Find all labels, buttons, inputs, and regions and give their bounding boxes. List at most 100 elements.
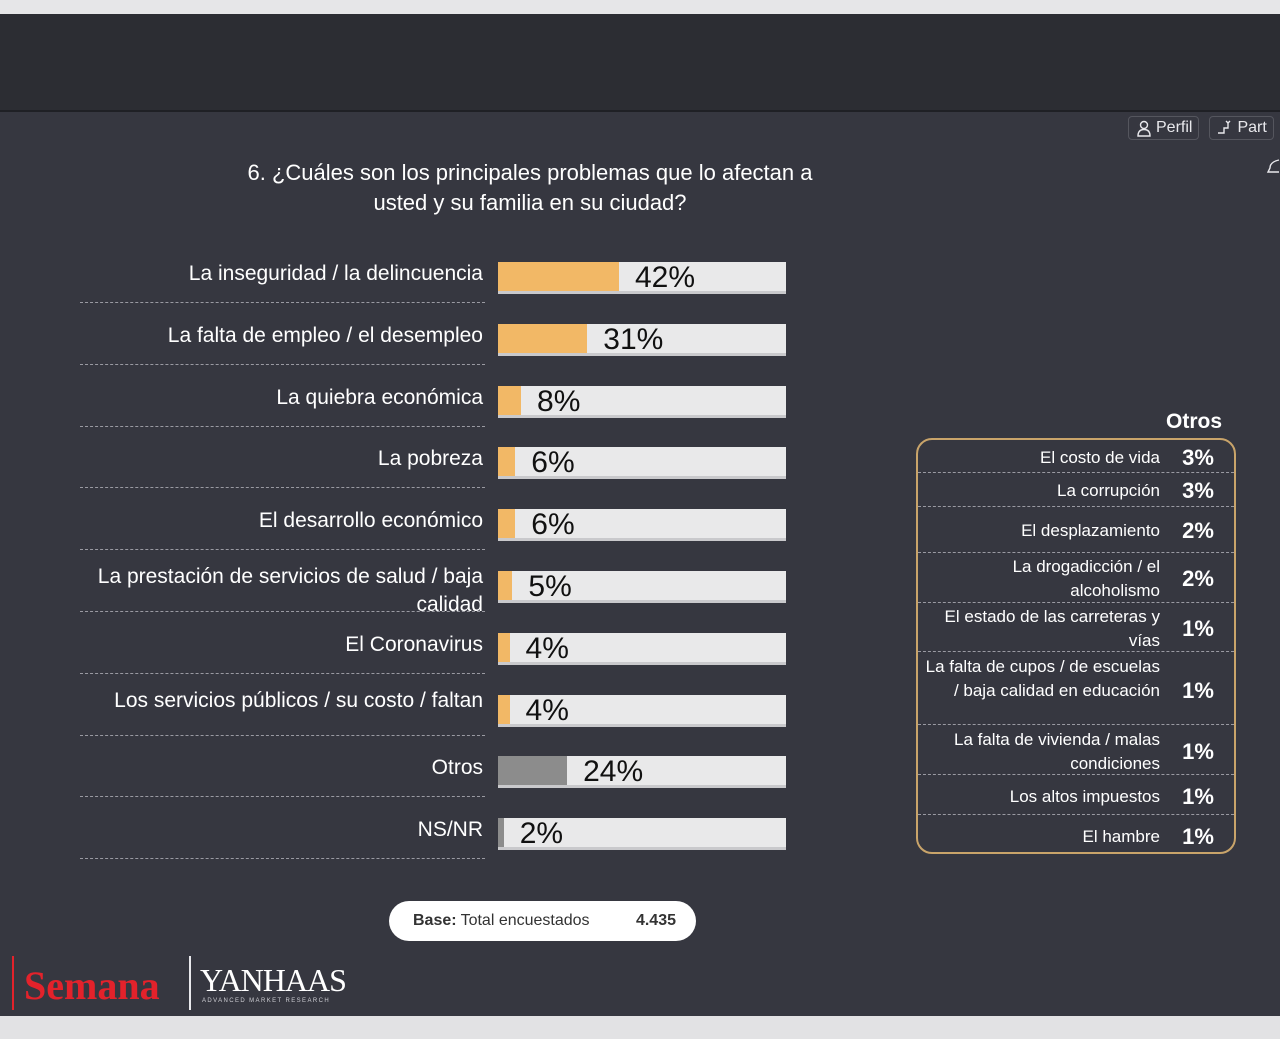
bar <box>498 571 513 600</box>
bar-value-label: 5% <box>528 570 572 603</box>
otros-box <box>916 438 1236 854</box>
bar-track: 6% <box>498 446 786 480</box>
row-divider <box>80 611 485 612</box>
bar-value-label: 42% <box>634 261 695 294</box>
bar-track: 6% <box>498 508 786 542</box>
toolbar: Perfil Part <box>1128 116 1274 140</box>
logo-divider <box>189 956 191 1010</box>
category-label: La prestación de servicios de salud / ba… <box>97 565 483 616</box>
otros-item-label: La drogadicción / el alcoholismo <box>1012 557 1160 600</box>
yanhaas-tagline: ADVANCED MARKET RESEARCH <box>202 998 331 1004</box>
otros-item-label: El estado de las carreteras y vías <box>944 607 1160 650</box>
bar <box>498 632 510 662</box>
share-icon <box>1218 120 1231 134</box>
bar-track: 24% <box>498 755 786 789</box>
otros-item-value: 2% <box>1182 566 1214 591</box>
profile-button[interactable]: Perfil <box>1128 116 1200 140</box>
bar-track: 4% <box>498 631 786 665</box>
otros-divider <box>918 774 1234 775</box>
question-title: 6. ¿Cuáles son los principales problemas… <box>200 158 860 218</box>
otros-item-value: 2% <box>1182 518 1214 543</box>
row-divider <box>80 549 485 551</box>
otros-item-label: La corrupción <box>1056 481 1160 500</box>
category-label: La pobreza <box>377 447 483 471</box>
category-label: La quiebra económica <box>276 385 483 409</box>
otros-item-label: La falta de cupos / de escuelas / baja c… <box>925 657 1160 700</box>
bar-value-label: 6% <box>531 508 575 542</box>
bar-track: 42% <box>498 261 786 294</box>
header-bar <box>0 14 1280 112</box>
otros-item-value: 3% <box>1182 445 1214 470</box>
profile-label: Perfil <box>1156 119 1193 136</box>
bar-track: 2% <box>498 817 786 851</box>
question-line-1: 6. ¿Cuáles son los principales problemas… <box>247 160 813 185</box>
bar-value-label: 2% <box>519 817 564 851</box>
question-line-2: usted y su familia en su ciudad? <box>373 190 687 215</box>
row-divider <box>80 302 485 303</box>
bar <box>498 262 619 291</box>
category-label: El Coronavirus <box>345 632 483 656</box>
person-icon <box>1137 120 1151 137</box>
bar <box>498 509 516 539</box>
otros-item-label: La falta de vivienda / malas condiciones <box>953 730 1160 773</box>
otros-item-value: 1% <box>1182 616 1214 641</box>
category-label: Otros <box>431 756 483 780</box>
otros-divider <box>918 506 1234 507</box>
bar-value-label: 4% <box>525 631 569 665</box>
otros-divider <box>918 724 1234 725</box>
otros-divider <box>918 552 1234 553</box>
bar-track: 8% <box>498 384 786 418</box>
base-value: 4.435 <box>635 912 676 929</box>
row-divider <box>80 858 485 860</box>
semana-logo: Semana <box>24 963 160 1008</box>
row-divider <box>80 796 485 798</box>
share-label: Part <box>1237 119 1267 136</box>
row-divider <box>80 672 485 674</box>
bar-track: 31% <box>498 322 786 356</box>
bar-track: 4% <box>498 693 786 727</box>
otros-item-value: 1% <box>1182 824 1214 849</box>
otros-item-label: Los altos impuestos <box>1009 787 1160 806</box>
category-label: Los servicios públicos / su costo / falt… <box>114 688 483 712</box>
otros-divider <box>918 814 1234 815</box>
base-label-bold: Base: <box>413 912 457 929</box>
otros-title: Otros <box>1166 410 1223 433</box>
otros-item-value: 1% <box>1182 678 1214 703</box>
row-divider <box>80 363 485 365</box>
bar <box>498 323 588 353</box>
row-divider <box>80 734 485 736</box>
otros-item-label: El costo de vida <box>1039 448 1160 467</box>
bar-value-label: 24% <box>583 755 644 789</box>
category-label: La inseguridad / la delincuencia <box>188 262 483 285</box>
bar <box>498 818 504 848</box>
otros-item-value: 1% <box>1182 739 1214 764</box>
otros-divider <box>918 602 1234 603</box>
base-badge: Base: Total encuestados 4.435 <box>389 901 696 941</box>
otros-item-label: El desplazamiento <box>1021 521 1160 540</box>
row-divider <box>80 487 485 489</box>
bar <box>498 694 510 724</box>
category-label: NS/NR <box>417 818 483 842</box>
bar <box>498 756 568 786</box>
base-label: Total encuestados <box>460 912 590 929</box>
category-label: La falta de empleo / el desempleo <box>167 323 483 347</box>
bar-value-label: 4% <box>525 693 569 727</box>
bar-value-label: 8% <box>537 384 581 418</box>
bar-value-label: 31% <box>603 322 664 356</box>
otros-divider <box>918 651 1234 652</box>
yanhaas-logo: YANHAAS <box>200 962 347 998</box>
bar-track: 5% <box>498 570 786 603</box>
bar-value-label: 6% <box>531 446 575 480</box>
otros-item-label: El hambre <box>1082 827 1160 846</box>
bar <box>498 447 516 477</box>
row-divider <box>80 425 485 427</box>
share-button[interactable]: Part <box>1209 116 1274 140</box>
bell-icon[interactable] <box>1266 156 1280 178</box>
logo-divider-red <box>12 956 14 1010</box>
otros-item-value: 3% <box>1182 478 1214 503</box>
otros-item-value: 1% <box>1182 784 1214 809</box>
window-top-band <box>0 0 1280 14</box>
category-label: El desarrollo económico <box>258 509 483 533</box>
otros-divider <box>918 472 1234 473</box>
bar <box>498 385 522 415</box>
